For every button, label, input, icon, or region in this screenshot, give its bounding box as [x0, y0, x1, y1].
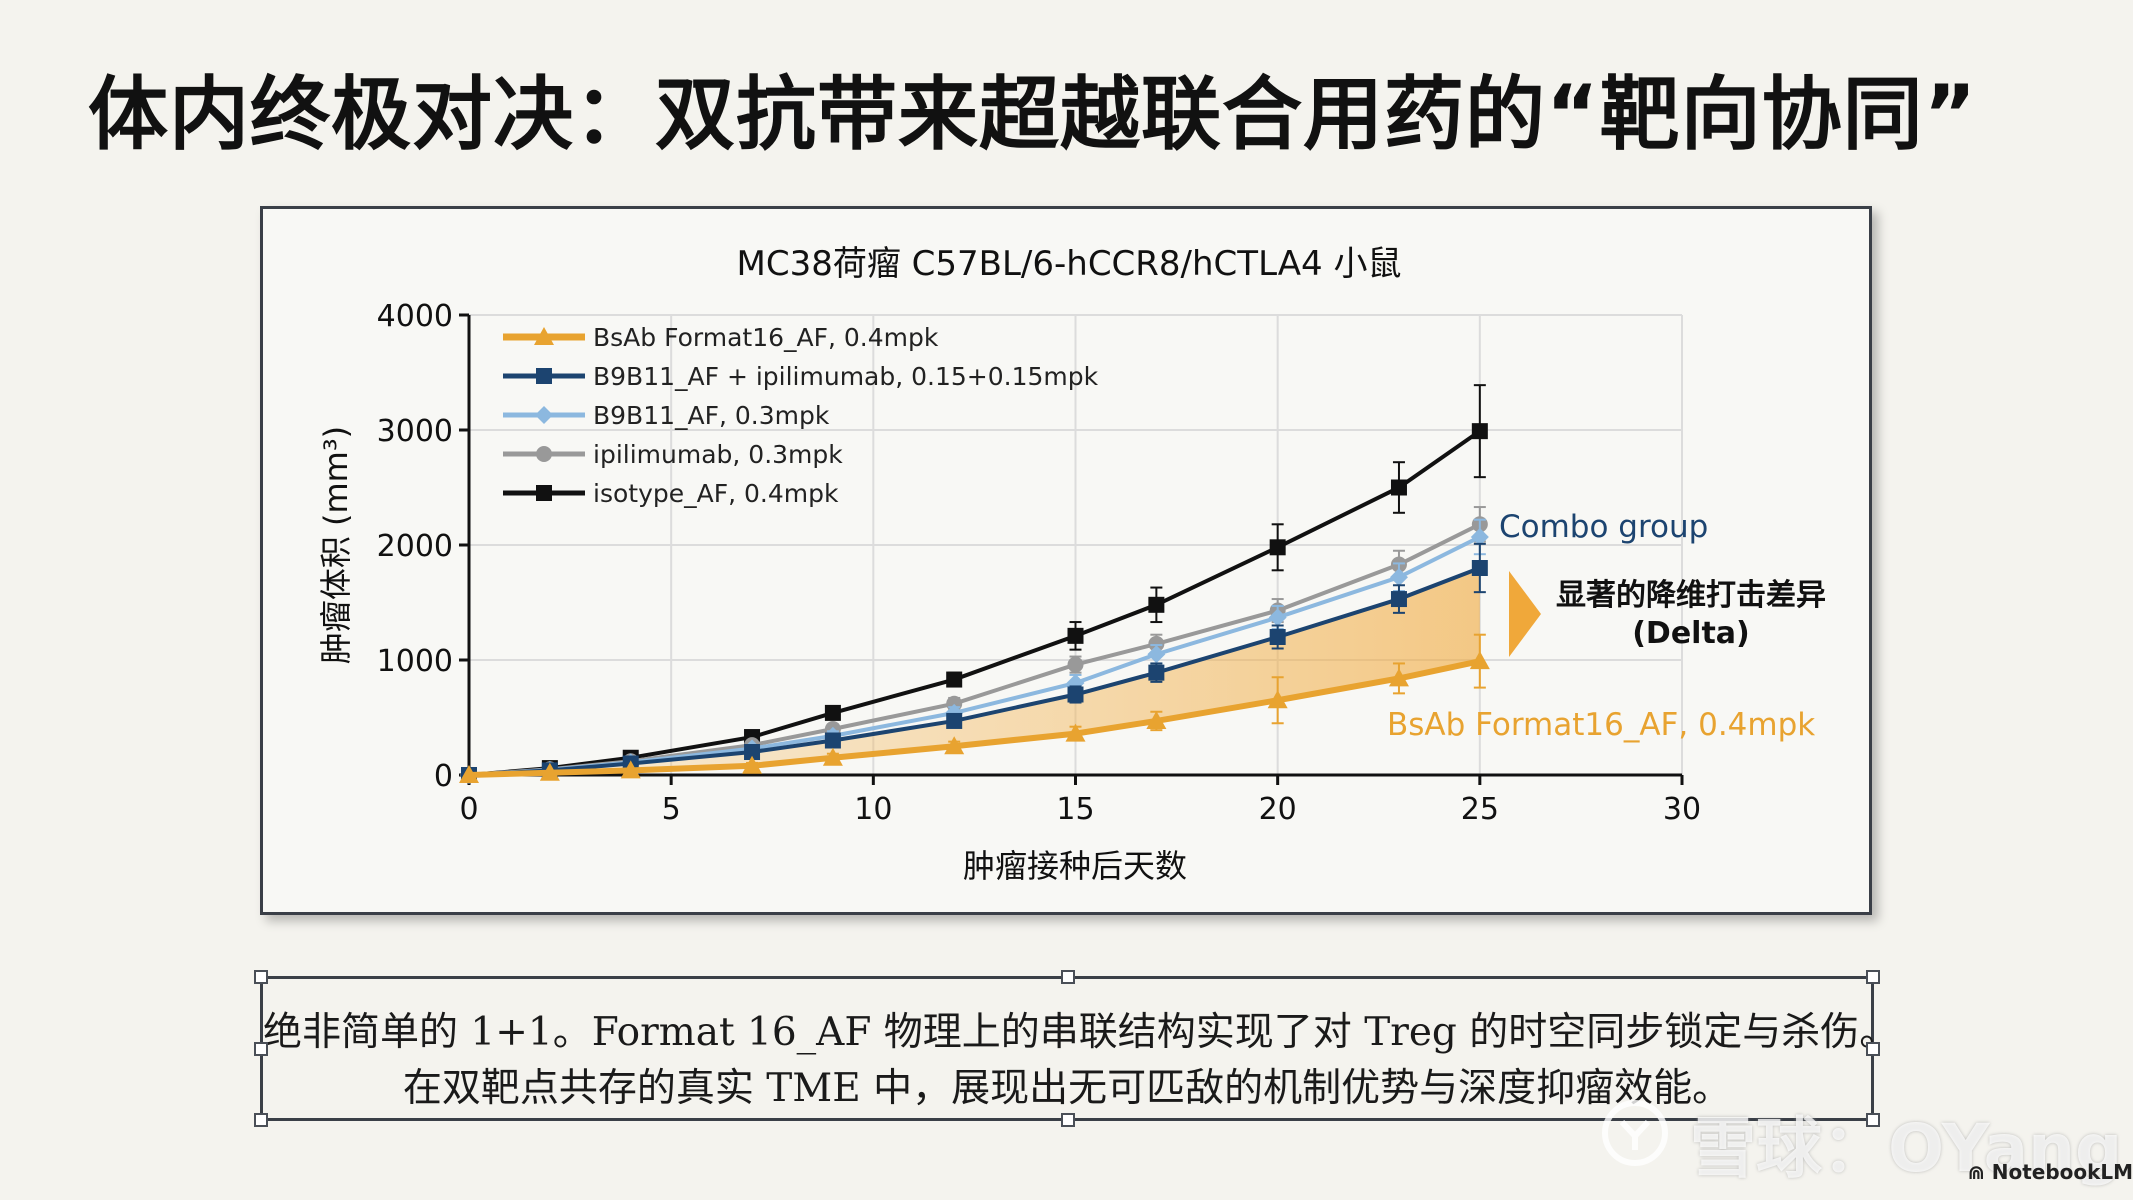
data-point: [1147, 645, 1166, 664]
data-point: [1067, 686, 1084, 703]
data-point: [1269, 629, 1286, 645]
delta-label: 显著的降维打击差异: [1556, 578, 1826, 613]
x-tick-label: 10: [854, 792, 892, 827]
legend-swatch-marker: [535, 406, 553, 424]
data-point: [1470, 527, 1489, 546]
x-tick-label: 0: [459, 792, 478, 827]
slide-title: 体内终极对决：双抗带来超越联合用药的“靶向协同”: [88, 68, 1978, 161]
y-tick-label: 1000: [377, 644, 453, 679]
data-point: [1471, 560, 1488, 576]
data-point: [822, 747, 843, 766]
data-point: [1269, 539, 1286, 556]
data-point: [459, 765, 479, 783]
data-point: [1067, 656, 1084, 673]
data-point: [1388, 668, 1409, 687]
resize-handle-left[interactable]: [254, 1042, 268, 1056]
data-point: [620, 760, 641, 779]
resize-handle-bottom-left[interactable]: [254, 1113, 268, 1127]
x-tick-label: 15: [1056, 792, 1094, 827]
legend-label: BsAb Format16_AF, 0.4mpk: [593, 323, 939, 352]
delta-arrow-icon: [1509, 571, 1541, 657]
x-tick-label: 25: [1461, 792, 1499, 827]
resize-handle-top-left[interactable]: [254, 970, 268, 984]
data-point: [1471, 423, 1488, 440]
legend-swatch-marker: [534, 327, 554, 345]
legend-swatch-marker: [536, 368, 552, 384]
data-point: [824, 732, 841, 749]
legend-label: B9B11_AF, 0.3mpk: [593, 401, 830, 430]
chart-frame: 0 5 10 15 20 25 30 0 1000 2000 3000 4000 MC38荷瘤 C57B…: [260, 206, 1872, 915]
legend-label: B9B11_AF + ipilimumab, 0.15+0.15mpk: [593, 362, 1099, 391]
resize-handle-top-right[interactable]: [1866, 970, 1880, 984]
data-point: [1268, 608, 1287, 627]
x-tick-label: 30: [1663, 792, 1701, 827]
x-axis-label: 肿瘤接种后天数: [963, 847, 1187, 885]
data-point: [944, 736, 965, 755]
delta-shaded-area: [469, 568, 1480, 775]
data-point: [945, 703, 964, 722]
resize-handle-bottom-right[interactable]: [1866, 1113, 1880, 1127]
data-point: [744, 744, 761, 760]
caption-textbox[interactable]: 绝非简单的 1+1。Format 16_AF 物理上的串联结构实现了对 Treg…: [254, 970, 1899, 1127]
y-tick-label: 2000: [377, 529, 453, 564]
caption-line-1: 绝非简单的 1+1。Format 16_AF 物理上的串联结构实现了对 Treg…: [263, 1010, 1899, 1055]
data-point: [946, 671, 963, 688]
legend-label: ipilimumab, 0.3mpk: [593, 440, 843, 469]
legend-label: isotype_AF, 0.4mpk: [593, 479, 839, 508]
caption-line-2: 在双靶点共存的真实 TME 中，展现出无可匹敌的机制优势与深度抑瘤效能。: [402, 1066, 1732, 1111]
data-point: [1148, 596, 1165, 613]
resize-handle-top[interactable]: [1061, 970, 1075, 984]
data-point: [1469, 651, 1490, 670]
data-point: [1067, 627, 1084, 644]
resize-handle-bottom[interactable]: [1061, 1113, 1075, 1127]
chart-title: MC38荷瘤 C57BL/6-hCCR8/hCTLA4 小鼠: [737, 244, 1402, 284]
notebooklm-brand: ⋒ NotebookLM: [1968, 1160, 2133, 1184]
data-point: [1390, 591, 1407, 608]
data-point: [1148, 664, 1165, 681]
x-tick-label: 20: [1259, 792, 1297, 827]
y-tick-label: 0: [434, 759, 453, 794]
tumor-growth-chart: 0 5 10 15 20 25 30 0 1000 2000 3000 4000 MC38荷瘤 C57B…: [317, 244, 1826, 885]
data-point: [1389, 568, 1408, 587]
brand-label: NotebookLM: [1991, 1160, 2133, 1184]
data-point: [1390, 479, 1407, 496]
data-point: [1146, 710, 1167, 729]
x-tick-label: 5: [662, 792, 681, 827]
data-point: [1065, 723, 1086, 742]
resize-handle-right[interactable]: [1866, 1042, 1880, 1056]
y-tick-label: 4000: [377, 299, 453, 334]
watermark-text: 雪球：OYang: [1690, 1110, 2123, 1187]
xueqiu-logo-icon: [1602, 1100, 1668, 1166]
combo-group-label: Combo group: [1499, 509, 1708, 545]
data-point: [824, 704, 841, 721]
delta-sublabel: (Delta): [1632, 616, 1750, 651]
data-point: [1267, 690, 1288, 709]
legend-swatch-marker: [536, 485, 552, 501]
y-tick-label: 3000: [377, 414, 453, 449]
legend-swatch-marker: [536, 446, 552, 462]
data-point: [539, 762, 560, 781]
y-axis-label: 肿瘤体积 (mm³): [317, 426, 355, 664]
data-point: [1148, 635, 1165, 652]
data-point: [946, 712, 963, 729]
data-point: [742, 755, 763, 774]
bsab-label: BsAb Format16_AF, 0.4mpk: [1387, 707, 1815, 743]
